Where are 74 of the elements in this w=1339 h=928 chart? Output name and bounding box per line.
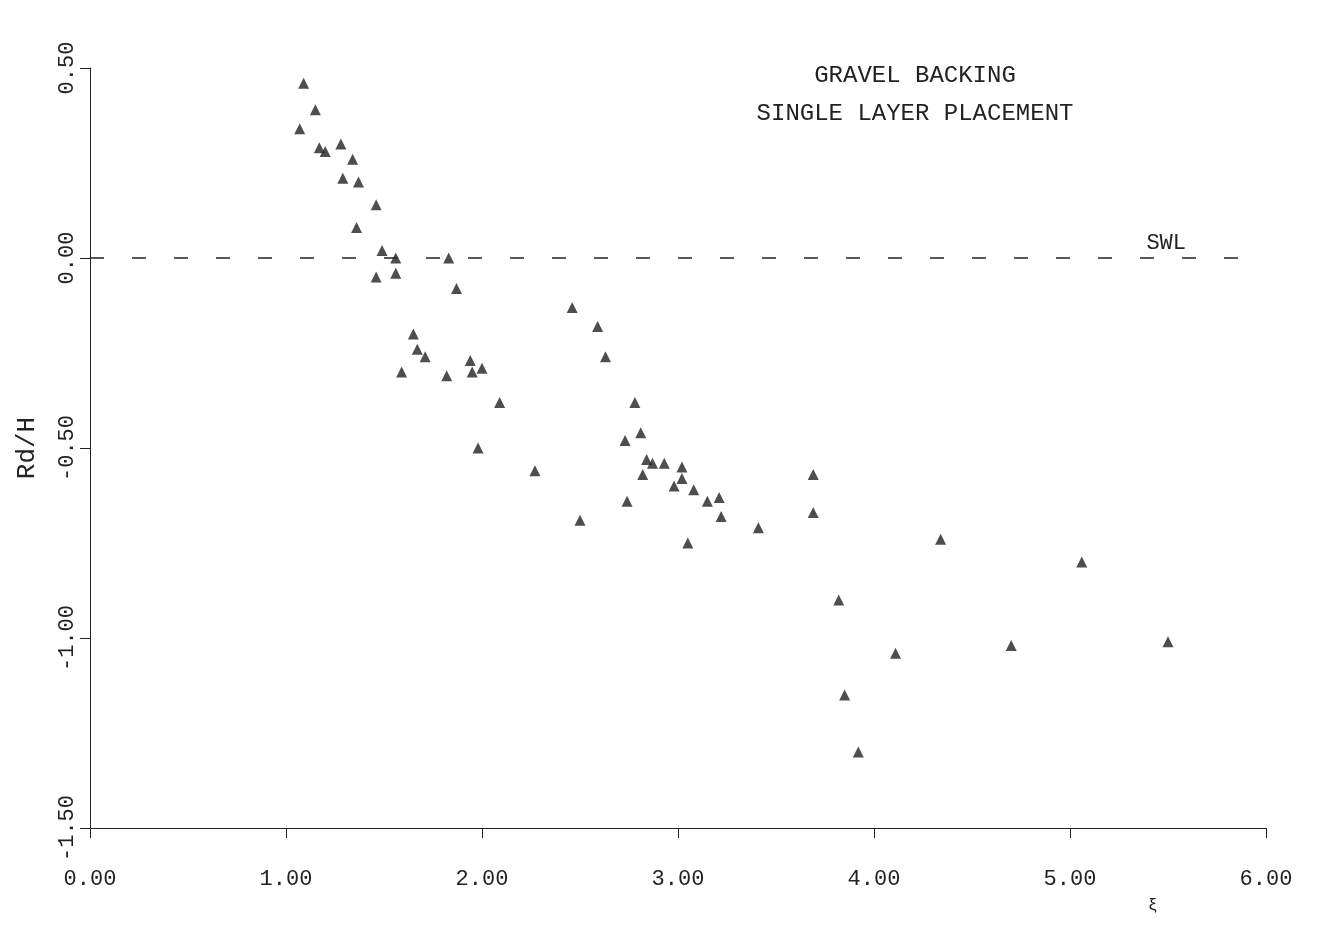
point — [890, 647, 902, 659]
point — [621, 495, 633, 507]
point — [376, 244, 388, 256]
point — [298, 77, 310, 89]
point — [641, 453, 653, 465]
chart-title: GRAVEL BACKING — [814, 61, 1016, 89]
point — [411, 343, 423, 355]
point — [464, 355, 476, 367]
y-tick-label: 0.00 — [54, 231, 80, 285]
point — [752, 522, 764, 534]
point — [466, 366, 478, 378]
point — [647, 457, 659, 469]
point — [676, 461, 688, 473]
point — [441, 370, 453, 382]
point — [407, 328, 419, 340]
point — [807, 469, 819, 481]
x-tick-label: 3.00 — [651, 866, 705, 892]
y-tick-label: -1.00 — [54, 604, 80, 672]
point — [839, 689, 851, 701]
point — [619, 434, 631, 446]
point — [494, 396, 506, 408]
point — [370, 199, 382, 211]
point — [852, 746, 864, 758]
point — [337, 172, 349, 184]
x-tick-label: 5.00 — [1043, 866, 1097, 892]
point — [629, 396, 641, 408]
text: SINGLE LAYER PLACEMENT — [756, 99, 1074, 127]
point — [353, 176, 365, 188]
point — [319, 146, 331, 158]
point — [390, 267, 402, 279]
point — [472, 442, 484, 454]
point — [658, 457, 670, 469]
point — [566, 301, 578, 313]
point — [713, 491, 725, 503]
x-axis-title: ξ — [1148, 897, 1158, 915]
point — [1076, 556, 1088, 568]
x-tick-label: 2.00 — [455, 866, 509, 892]
point — [396, 366, 408, 378]
point — [592, 320, 604, 332]
point — [682, 537, 694, 549]
point — [637, 469, 649, 481]
point — [476, 362, 488, 374]
y-axis-title: Rd/H — [12, 416, 42, 480]
point — [370, 271, 382, 283]
point — [529, 465, 541, 477]
point — [1005, 640, 1017, 652]
y-tick-label: -0.50 — [54, 414, 80, 482]
point — [635, 427, 647, 439]
point — [574, 514, 586, 526]
point — [688, 484, 700, 496]
point — [599, 351, 611, 363]
point — [335, 138, 347, 150]
point — [935, 533, 947, 545]
point — [833, 594, 845, 606]
point — [347, 153, 359, 165]
y-tick-label: 0.50 — [54, 41, 80, 95]
point — [1162, 636, 1174, 648]
point — [676, 472, 688, 484]
point — [390, 252, 402, 264]
x-tick-label: 4.00 — [847, 866, 901, 892]
point — [443, 252, 455, 264]
point — [294, 123, 306, 135]
point — [451, 282, 463, 294]
ref-line-label: SWL — [1146, 230, 1186, 256]
point — [701, 495, 713, 507]
point — [351, 222, 363, 234]
x-tick-label: 6.00 — [1239, 866, 1293, 892]
point — [419, 351, 431, 363]
x-tick-label: 1.00 — [259, 866, 313, 892]
point — [668, 480, 680, 492]
point — [807, 507, 819, 519]
y-tick-label: -1.50 — [54, 794, 80, 862]
point — [309, 104, 321, 116]
point — [715, 510, 727, 522]
